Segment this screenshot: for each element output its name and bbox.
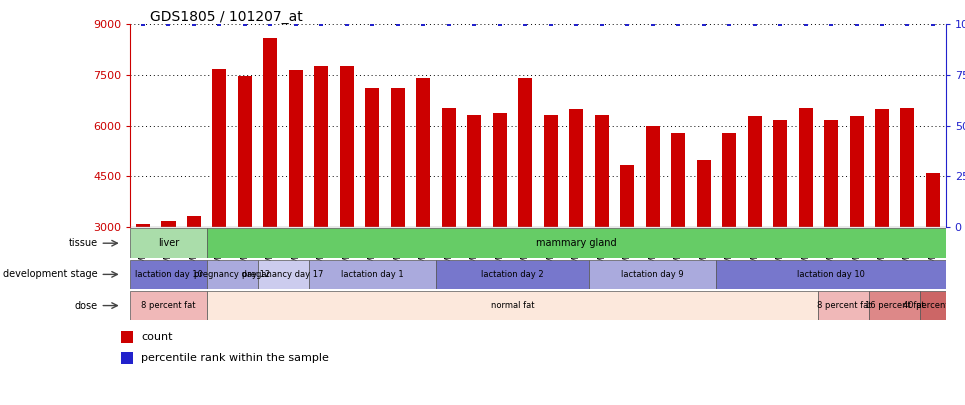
- Text: tissue: tissue: [69, 238, 97, 248]
- Bar: [697, 160, 710, 328]
- Bar: [416, 78, 430, 328]
- Text: lactation day 1: lactation day 1: [341, 270, 403, 279]
- Bar: [130, 260, 207, 289]
- Text: dose: dose: [74, 301, 97, 311]
- Bar: [212, 69, 227, 328]
- Bar: [926, 173, 940, 328]
- Text: preganancy day 17: preganancy day 17: [242, 270, 324, 279]
- Text: count: count: [141, 333, 173, 342]
- Text: 16 percent fat: 16 percent fat: [865, 301, 924, 310]
- Text: liver: liver: [158, 238, 179, 248]
- Text: development stage: development stage: [3, 269, 97, 279]
- Bar: [263, 38, 277, 328]
- Bar: [646, 126, 660, 328]
- Bar: [130, 228, 207, 258]
- Bar: [315, 66, 328, 328]
- Bar: [543, 115, 558, 328]
- Bar: [671, 133, 685, 328]
- Bar: [869, 291, 921, 320]
- Bar: [391, 88, 405, 328]
- Text: percentile rank within the sample: percentile rank within the sample: [141, 353, 329, 363]
- Text: mammary gland: mammary gland: [536, 238, 617, 248]
- Bar: [436, 260, 589, 289]
- Bar: [467, 115, 482, 328]
- Bar: [187, 216, 201, 328]
- Bar: [722, 133, 736, 328]
- Bar: [309, 260, 436, 289]
- Text: pregnancy day 12: pregnancy day 12: [194, 270, 270, 279]
- Bar: [130, 291, 207, 320]
- Bar: [493, 113, 507, 328]
- Text: 8 percent fat: 8 percent fat: [816, 301, 871, 310]
- Bar: [340, 66, 354, 328]
- Bar: [136, 224, 150, 328]
- Bar: [366, 88, 379, 328]
- Bar: [121, 352, 133, 364]
- Bar: [594, 115, 609, 328]
- Text: lactation day 9: lactation day 9: [621, 270, 684, 279]
- Text: 8 percent fat: 8 percent fat: [141, 301, 196, 310]
- Bar: [518, 78, 533, 328]
- Bar: [238, 76, 252, 328]
- Bar: [716, 260, 946, 289]
- Bar: [849, 117, 864, 328]
- Text: lactation day 2: lactation day 2: [482, 270, 544, 279]
- Bar: [207, 260, 258, 289]
- Bar: [620, 165, 634, 328]
- Text: normal fat: normal fat: [491, 301, 535, 310]
- Bar: [748, 117, 761, 328]
- Text: lactation day 10: lactation day 10: [134, 270, 203, 279]
- Bar: [589, 260, 716, 289]
- Bar: [258, 260, 309, 289]
- Bar: [799, 108, 813, 328]
- Bar: [207, 291, 818, 320]
- Bar: [921, 291, 946, 320]
- Bar: [442, 108, 455, 328]
- Text: lactation day 10: lactation day 10: [797, 270, 865, 279]
- Bar: [569, 109, 583, 328]
- Bar: [773, 120, 787, 328]
- Text: 40 percent fat: 40 percent fat: [903, 301, 963, 310]
- Bar: [289, 70, 303, 328]
- Bar: [900, 108, 915, 328]
- Bar: [818, 291, 869, 320]
- Bar: [161, 221, 176, 328]
- Bar: [875, 109, 889, 328]
- Bar: [824, 120, 838, 328]
- Text: GDS1805 / 101207_at: GDS1805 / 101207_at: [150, 10, 302, 24]
- Bar: [121, 331, 133, 343]
